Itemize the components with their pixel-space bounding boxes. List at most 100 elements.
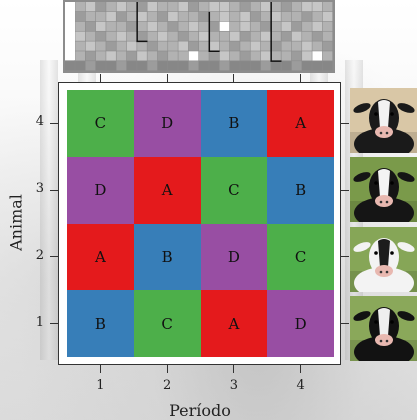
heatmap-cell xyxy=(75,21,86,31)
heatmap-cell xyxy=(157,2,168,12)
heatmap-cell xyxy=(240,41,250,51)
x-tick-top xyxy=(99,74,101,82)
heatmap-cell xyxy=(240,11,250,22)
heatmap-cell xyxy=(126,31,137,41)
heatmap-cell xyxy=(322,2,333,12)
heatmap-cell xyxy=(302,11,312,22)
heatmap-cell xyxy=(199,21,209,31)
heatmap-cell xyxy=(260,2,271,12)
x-tick xyxy=(99,365,101,373)
heatmap-cell xyxy=(209,61,220,71)
heatmap-cell xyxy=(250,31,261,41)
heatmap-cell xyxy=(85,2,96,12)
treatment-cell: D xyxy=(133,90,201,157)
heatmap-cell xyxy=(126,2,137,12)
treatment-cell: C xyxy=(133,290,201,357)
heatmap-cell xyxy=(199,61,209,71)
heatmap-cell xyxy=(219,31,230,41)
heatmap-cell xyxy=(250,11,261,22)
heatmap-cell xyxy=(116,2,127,12)
heatmap-cell xyxy=(312,61,323,71)
heatmap-cell xyxy=(147,61,158,71)
heatmap-cell xyxy=(291,51,302,61)
heatmap-cell xyxy=(199,41,209,51)
heatmap-cell xyxy=(271,31,281,41)
heatmap-cell xyxy=(188,41,199,51)
heatmap-cell xyxy=(168,21,178,31)
treatment-cell: B xyxy=(267,156,334,224)
heatmap-cell xyxy=(271,21,281,31)
heatmap-cell xyxy=(126,11,137,22)
heatmap-cell xyxy=(168,51,178,61)
heatmap-cell xyxy=(116,51,127,61)
heatmap-cell xyxy=(281,31,292,41)
background-column xyxy=(40,60,58,360)
heatmap-cell xyxy=(75,61,86,71)
heatmap-cell xyxy=(312,2,323,12)
treatment-cell: A xyxy=(67,223,134,291)
heatmap-cell xyxy=(188,11,199,22)
heatmap-cell xyxy=(137,51,147,61)
heatmap-cell xyxy=(85,11,96,22)
heatmap-cell xyxy=(322,41,333,51)
heatmap-cell xyxy=(260,11,271,22)
heatmap-cell xyxy=(178,21,189,31)
treatment-cell: D xyxy=(67,156,134,224)
heatmap-cell xyxy=(168,11,178,22)
heatmap-cell xyxy=(157,11,168,22)
heatmap-cell xyxy=(302,31,312,41)
heatmap-cell xyxy=(147,11,158,22)
y-tick xyxy=(50,323,58,325)
heatmap-cell xyxy=(271,11,281,22)
heatmap-cell xyxy=(137,41,147,51)
y-tick-label: 4 xyxy=(35,114,44,130)
y-tick xyxy=(50,189,58,191)
y-tick-right xyxy=(341,256,349,258)
heatmap-cell xyxy=(85,41,96,51)
cow-photo-icon xyxy=(350,157,417,222)
heatmap-cell xyxy=(240,61,250,71)
heatmap-cell xyxy=(302,51,312,61)
heatmap-cell xyxy=(271,41,281,51)
treatment-cell: B xyxy=(67,290,134,357)
heatmap-cell xyxy=(209,41,220,51)
heatmap-cell xyxy=(250,61,261,71)
heatmap-cell xyxy=(157,61,168,71)
heatmap-cell xyxy=(106,41,116,51)
y-tick-right xyxy=(341,122,349,124)
treatment-cell: D xyxy=(267,290,334,357)
heatmap-cell xyxy=(302,21,312,31)
heatmap-cell xyxy=(75,2,86,12)
heatmap-cell xyxy=(188,31,199,41)
y-tick xyxy=(50,122,58,124)
heatmap-cell xyxy=(157,31,168,41)
heatmap-cell xyxy=(137,21,147,31)
heatmap-cell xyxy=(291,61,302,71)
heatmap-cell xyxy=(95,61,106,71)
heatmap-cell xyxy=(291,31,302,41)
heatmap-cell xyxy=(85,21,96,31)
heatmap-cell xyxy=(116,21,127,31)
heatmap-cell xyxy=(168,31,178,41)
heatmap-cell xyxy=(178,11,189,22)
heatmap-cell xyxy=(281,11,292,22)
heatmap-cell xyxy=(199,31,209,41)
heatmap-cell xyxy=(95,21,106,31)
heatmap-cell xyxy=(250,41,261,51)
heatmap-cell xyxy=(199,2,209,12)
y-tick-label: 2 xyxy=(35,247,44,263)
heatmap-cell xyxy=(85,61,96,71)
treatment-cell: B xyxy=(133,223,201,291)
heatmap-cell xyxy=(95,31,106,41)
heatmap-cell xyxy=(219,2,230,12)
heatmap-cell xyxy=(260,31,271,41)
cow-photo-icon xyxy=(350,227,417,292)
cow-photo-icon xyxy=(350,296,417,361)
heatmap-cell xyxy=(75,41,86,51)
heatmap-cell xyxy=(260,51,271,61)
heatmap-cell xyxy=(75,51,86,61)
heatmap-cell xyxy=(75,11,86,22)
heatmap-cell xyxy=(126,61,137,71)
heatmap-cell xyxy=(137,61,147,71)
